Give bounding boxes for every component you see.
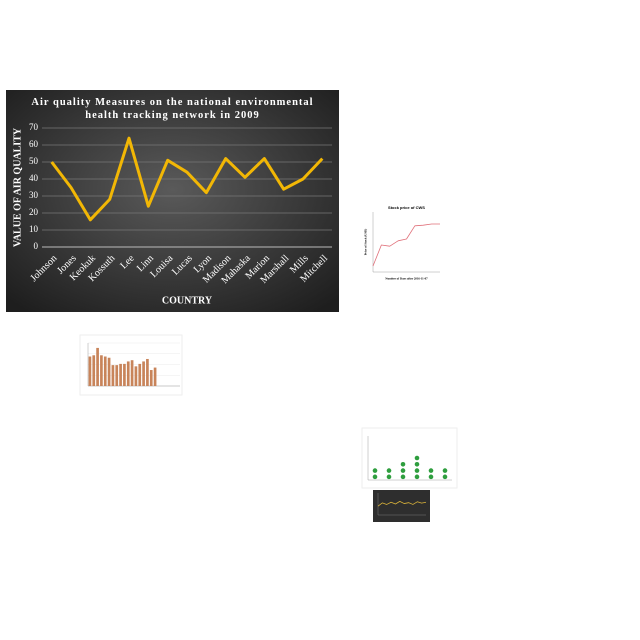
title-line: health tracking network in 2009 [85, 110, 260, 121]
y-tick-label: 40 [29, 173, 39, 183]
bar [92, 355, 96, 386]
dot [442, 468, 448, 473]
dot [414, 474, 420, 480]
bar [138, 363, 142, 386]
data-line [50, 136, 324, 222]
y-tick-label: 30 [29, 190, 39, 200]
bar [100, 355, 103, 386]
bar [149, 370, 153, 386]
bar [96, 347, 99, 386]
y-axis-label: Price of Stock (USD) [364, 229, 368, 256]
bar [119, 363, 122, 386]
dot-stack [428, 468, 434, 480]
dot [400, 474, 406, 480]
dot-stack [372, 468, 378, 480]
bar [111, 365, 115, 386]
bar [142, 361, 145, 386]
chart-background [6, 90, 339, 312]
data-line [372, 223, 440, 267]
dot [372, 468, 378, 473]
dot-stack [414, 455, 420, 480]
dot [428, 468, 434, 473]
bar [103, 356, 107, 386]
bar [107, 357, 111, 386]
dot [386, 474, 392, 480]
y-axis-label: VALUE OF AIR QUALITY [12, 127, 23, 247]
chart-title: Stock price of CWS [388, 205, 425, 210]
y-tick-label: 10 [29, 224, 39, 234]
chart-background [360, 205, 445, 282]
dot [372, 474, 378, 480]
chart-background [373, 490, 430, 522]
bar [88, 356, 92, 386]
bar [146, 358, 149, 386]
title-line: Air quality Measures on the national env… [31, 97, 313, 108]
dot [386, 468, 392, 473]
chart-title: Air quality Measures on the national env… [31, 97, 313, 121]
x-axis-label: COUNTRY [162, 295, 213, 306]
data-line [377, 500, 427, 507]
bar [115, 365, 119, 386]
y-tick-label: 60 [29, 139, 39, 149]
chart-background [361, 427, 458, 489]
bar [134, 366, 138, 386]
x-axis-label: Number of Days after 2016-11-07 [385, 277, 428, 281]
y-tick-label: 70 [29, 122, 39, 132]
dot [414, 468, 420, 473]
dot [428, 474, 434, 480]
dot-stack [386, 468, 392, 480]
dot [400, 468, 406, 473]
bar [130, 360, 134, 386]
bar [126, 361, 130, 386]
dot-stack [442, 468, 448, 480]
dot-stack [400, 461, 406, 480]
bar [153, 367, 157, 386]
dot [400, 461, 406, 467]
y-tick-label: 20 [29, 207, 39, 217]
y-tick-label: 50 [29, 156, 39, 166]
dot [414, 455, 420, 461]
dot [442, 474, 448, 480]
y-tick-label: 0 [34, 241, 39, 251]
dot [414, 461, 420, 467]
bar [123, 363, 126, 386]
